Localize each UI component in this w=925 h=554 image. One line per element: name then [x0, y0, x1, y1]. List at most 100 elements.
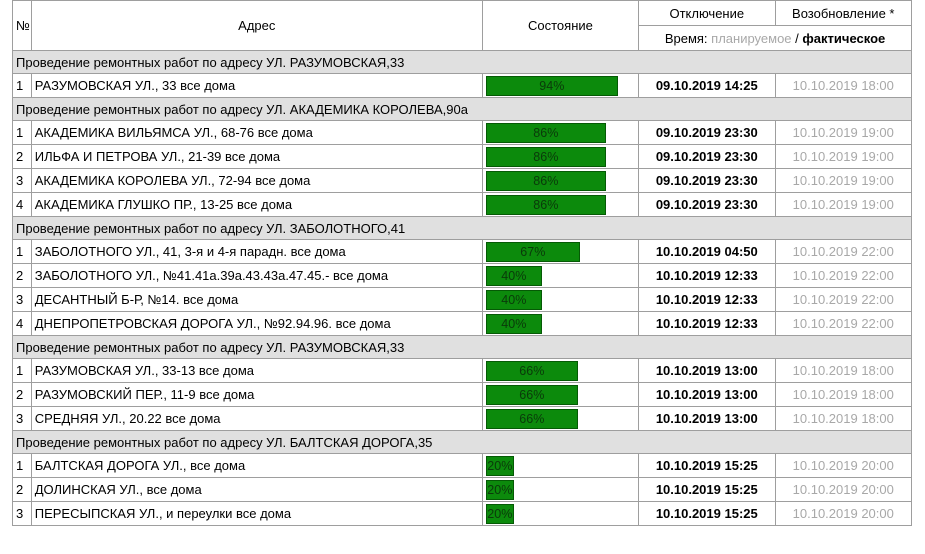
progress-bar: 86% [485, 170, 606, 191]
row-shutoff-time: 09.10.2019 14:25 [638, 73, 776, 98]
row-address: ЗАБОЛОТНОГО УЛ., 41, 3-я и 4-я парадн. в… [30, 239, 483, 264]
progress-bar: 86% [485, 146, 606, 167]
row-restore-time: 10.10.2019 20:00 [774, 453, 913, 478]
row-number: 4 [12, 192, 32, 217]
table-row: 1 РАЗУМОВСКАЯ УЛ., 33-13 все дома 66% 10.10… [12, 358, 913, 383]
row-address: АКАДЕМИКА ГЛУШКО ПР., 13-25 все дома [30, 192, 483, 217]
group-header-row: Проведение ремонтных работ по адресу УЛ.… [12, 97, 912, 121]
group-header-row: Проведение ремонтных работ по адресу УЛ.… [12, 335, 912, 359]
time-actual-label: фактическое [802, 30, 886, 46]
header-restore: Возобновление * [774, 0, 913, 26]
header-address: Адрес [30, 0, 483, 51]
table-row: 3 АКАДЕМИКА КОРОЛЕВА УЛ., 72-94 все дома 8… [12, 168, 913, 193]
row-shutoff-time: 10.10.2019 04:50 [638, 239, 776, 264]
row-state: 40% [481, 263, 640, 288]
row-number: 1 [12, 239, 32, 264]
header-row: № Адрес Состояние Отключение Возобновлен… [12, 0, 913, 51]
table-row: 2 РАЗУМОВСКИЙ ПЕР., 11-9 все дома 66% 10.10… [12, 382, 913, 407]
row-number: 1 [12, 73, 32, 98]
row-number: 3 [12, 168, 32, 193]
row-restore-time: 10.10.2019 19:00 [774, 168, 913, 193]
row-shutoff-time: 09.10.2019 23:30 [638, 120, 776, 145]
row-shutoff-time: 10.10.2019 12:33 [638, 263, 776, 288]
row-shutoff-time: 10.10.2019 15:25 [638, 453, 776, 478]
row-state: 40% [481, 287, 640, 312]
row-number: 2 [12, 382, 32, 407]
row-address: ДЕСАНТНЫЙ Б-Р, №14. все дома [30, 287, 483, 312]
row-number: 3 [12, 501, 32, 526]
row-address: СРЕДНЯЯ УЛ., 20.22 все дома [30, 406, 483, 431]
row-restore-time: 10.10.2019 19:00 [774, 144, 913, 169]
row-state: 20% [481, 501, 640, 526]
table-row: 4 ДНЕПРОПЕТРОВСКАЯ ДОРОГА УЛ., №92.94.96.… [12, 311, 913, 336]
row-shutoff-time: 09.10.2019 23:30 [638, 144, 776, 169]
progress-bar: 40% [485, 265, 542, 286]
row-address: РАЗУМОВСКАЯ УЛ., 33-13 все дома [30, 358, 483, 383]
row-address: ДОЛИНСКАЯ УЛ., все дома [30, 477, 483, 502]
table-row: 1 БАЛТСКАЯ ДОРОГА УЛ., все дома 20% 10.10.2… [12, 453, 913, 478]
time-legend: Время: планируемое / фактическое [638, 25, 912, 51]
row-state: 66% [481, 382, 640, 407]
table-row: 2 ИЛЬФА И ПЕТРОВА УЛ., 21-39 все дома 86% 0… [12, 144, 913, 169]
time-separator: / [795, 30, 799, 46]
row-restore-time: 10.10.2019 18:00 [774, 73, 913, 98]
table-row: 4 АКАДЕМИКА ГЛУШКО ПР., 13-25 все дома 86%… [12, 192, 913, 217]
row-number: 3 [12, 406, 32, 431]
row-restore-time: 10.10.2019 20:00 [774, 477, 913, 502]
group-title: Проведение ремонтных работ по адресу УЛ.… [12, 335, 912, 359]
table-row: 1 АКАДЕМИКА ВИЛЬЯМСА УЛ., 68-76 все дома 8… [12, 120, 913, 145]
row-address: ИЛЬФА И ПЕТРОВА УЛ., 21-39 все дома [30, 144, 483, 169]
row-restore-time: 10.10.2019 18:00 [774, 382, 913, 407]
row-address: АКАДЕМИКА КОРОЛЕВА УЛ., 72-94 все дома [30, 168, 483, 193]
progress-bar: 67% [485, 241, 580, 262]
row-state: 66% [481, 358, 640, 383]
group-header-row: Проведение ремонтных работ по адресу УЛ.… [12, 50, 912, 74]
row-state: 40% [481, 311, 640, 336]
row-number: 1 [12, 120, 32, 145]
row-shutoff-time: 10.10.2019 12:33 [638, 311, 776, 336]
row-restore-time: 10.10.2019 18:00 [774, 406, 913, 431]
outage-table: № Адрес Состояние Отключение Возобновлен… [12, 0, 913, 526]
progress-bar: 20% [485, 455, 514, 476]
progress-bar: 40% [485, 313, 542, 334]
row-number: 4 [12, 311, 32, 336]
row-shutoff-time: 10.10.2019 12:33 [638, 287, 776, 312]
table-row: 3 ДЕСАНТНЫЙ Б-Р, №14. все дома 40% 10.10.20… [12, 287, 913, 312]
table-row: 1 РАЗУМОВСКАЯ УЛ., 33 все дома 94% 09.10.20… [12, 73, 913, 98]
progress-bar: 20% [485, 479, 514, 500]
row-address: ДНЕПРОПЕТРОВСКАЯ ДОРОГА УЛ., №92.94.96. … [30, 311, 483, 336]
row-state: 86% [481, 168, 640, 193]
row-state: 86% [481, 192, 640, 217]
row-state: 94% [481, 73, 640, 98]
row-number: 1 [12, 453, 32, 478]
time-prefix: Время: [664, 30, 708, 46]
progress-bar: 20% [485, 503, 514, 524]
progress-bar: 66% [485, 360, 578, 381]
row-shutoff-time: 10.10.2019 15:25 [638, 477, 776, 502]
header-num: № [12, 0, 32, 51]
row-state: 66% [481, 406, 640, 431]
row-shutoff-time: 09.10.2019 23:30 [638, 192, 776, 217]
row-shutoff-time: 10.10.2019 15:25 [638, 501, 776, 526]
time-planned-label: планируемое [711, 30, 792, 46]
header-time-row: Время: планируемое / фактическое [13, 25, 912, 51]
row-address: ПЕРЕСЫПСКАЯ УЛ., и переулки все дома [30, 501, 483, 526]
row-restore-time: 10.10.2019 19:00 [774, 120, 913, 145]
row-restore-time: 10.10.2019 18:00 [774, 358, 913, 383]
row-shutoff-time: 10.10.2019 13:00 [638, 382, 776, 407]
row-restore-time: 10.10.2019 22:00 [774, 263, 913, 288]
row-address: БАЛТСКАЯ ДОРОГА УЛ., все дома [30, 453, 483, 478]
row-address: РАЗУМОВСКИЙ ПЕР., 11-9 все дома [30, 382, 483, 407]
row-state: 20% [481, 453, 640, 478]
row-state: 67% [481, 239, 640, 264]
row-state: 86% [481, 120, 640, 145]
group-title: Проведение ремонтных работ по адресу УЛ.… [12, 97, 912, 121]
row-address: ЗАБОЛОТНОГО УЛ., №41.41а.39а.43.43а.47.4… [30, 263, 483, 288]
row-restore-time: 10.10.2019 20:00 [774, 501, 913, 526]
table-row: 3 ПЕРЕСЫПСКАЯ УЛ., и переулки все дома 20%… [12, 501, 913, 526]
progress-bar: 86% [485, 194, 606, 215]
row-restore-time: 10.10.2019 22:00 [774, 239, 913, 264]
group-title: Проведение ремонтных работ по адресу УЛ.… [12, 50, 912, 74]
row-restore-time: 10.10.2019 22:00 [774, 287, 913, 312]
header-state: Состояние [481, 0, 640, 51]
